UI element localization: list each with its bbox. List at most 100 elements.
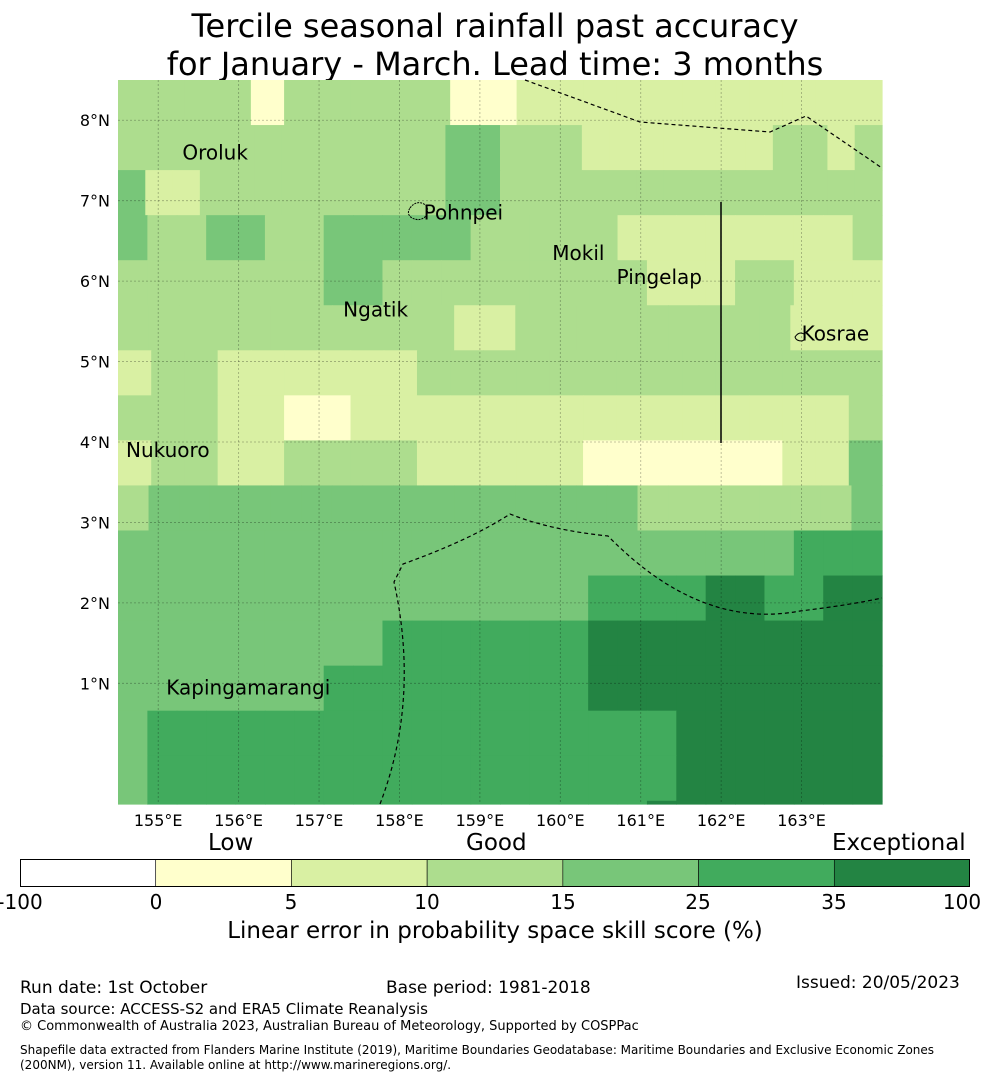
skill-cell — [852, 665, 883, 712]
skill-cell — [668, 485, 700, 532]
skill-cell — [516, 395, 551, 441]
skill-cell — [616, 350, 651, 396]
skill-cell — [382, 260, 413, 306]
skill-cell — [309, 125, 337, 171]
skill-cell — [646, 260, 677, 306]
skill-cell — [764, 755, 795, 802]
skill-cell — [718, 125, 747, 171]
skill-cell — [549, 395, 584, 441]
color-legend-bar — [20, 859, 970, 887]
lat-tick-label: 6°N — [80, 272, 110, 291]
skill-cell — [411, 530, 442, 577]
skill-cell — [616, 440, 651, 487]
skill-cell — [151, 80, 186, 126]
skill-cell — [827, 170, 856, 216]
skill-cell — [294, 710, 325, 757]
skill-cell — [441, 710, 472, 757]
legend-tick-15: 15 — [550, 890, 576, 914]
skill-cell — [606, 485, 639, 532]
skill-cell — [617, 530, 648, 577]
skill-cell — [735, 620, 766, 667]
skill-cell — [617, 620, 648, 667]
skill-cell — [411, 260, 442, 306]
skill-cell — [264, 530, 295, 577]
skill-cell — [616, 395, 651, 441]
skill-cell — [500, 530, 530, 577]
skill-cell — [176, 575, 207, 622]
skill-cell — [848, 395, 883, 441]
place-label: Pingelap — [617, 265, 702, 289]
skill-cell — [317, 80, 352, 126]
skill-cell — [705, 530, 736, 577]
skill-cell — [416, 350, 451, 396]
skill-cell — [353, 620, 384, 667]
skill-cell — [609, 125, 638, 171]
skill-cell — [617, 575, 648, 622]
skill-cell — [823, 755, 854, 802]
skill-cell — [500, 170, 528, 216]
skill-cell — [147, 665, 178, 712]
skill-cell — [851, 305, 883, 351]
skill-cell — [362, 305, 394, 351]
legend-tick-25: 25 — [685, 890, 711, 914]
skill-cell — [484, 305, 516, 351]
skill-cell — [445, 125, 474, 171]
skill-cell — [646, 755, 677, 802]
skill-cell — [500, 620, 530, 667]
skill-cell — [353, 260, 384, 306]
skill-cell — [852, 755, 883, 802]
skill-cell — [227, 125, 256, 171]
skill-cell — [764, 215, 795, 261]
skill-cell — [854, 125, 883, 171]
skill-cell — [206, 215, 237, 261]
skill-cell — [852, 620, 883, 667]
lon-tick-label: 155°E — [134, 811, 183, 830]
skill-cell — [852, 530, 883, 577]
skill-cell — [588, 665, 619, 712]
skill-cell — [441, 215, 472, 261]
skill-cell — [782, 440, 817, 487]
skill-cell — [764, 530, 795, 577]
skill-cell — [715, 80, 750, 126]
skill-cell — [179, 305, 211, 351]
skill-cell — [390, 170, 419, 216]
skill-cell — [558, 530, 589, 577]
skill-cell — [454, 305, 486, 351]
skill-cell — [823, 575, 854, 622]
skill-cell — [411, 665, 442, 712]
skill-cell — [145, 125, 174, 171]
skill-cell — [416, 395, 451, 441]
skill-cell — [793, 620, 824, 667]
legend-category-exceptional: Exceptional — [832, 830, 966, 856]
skill-cell — [411, 575, 442, 622]
skill-cell — [250, 395, 285, 441]
skill-cell — [118, 440, 152, 487]
skill-cell — [441, 755, 472, 802]
skill-cell — [588, 215, 619, 261]
lon-tick-label: 162°E — [697, 811, 746, 830]
skill-cell — [554, 170, 583, 216]
skill-cell — [583, 440, 617, 487]
legend-swatch — [20, 859, 157, 887]
skill-cell — [823, 260, 854, 306]
skill-cell — [264, 665, 295, 712]
skill-cell — [649, 395, 684, 441]
skill-cell — [382, 530, 413, 577]
legend-swatch — [698, 859, 835, 887]
skill-cell — [336, 170, 365, 216]
skill-cell — [764, 620, 795, 667]
skill-cell — [294, 260, 325, 306]
skill-cell — [317, 440, 352, 487]
skill-cell — [827, 125, 856, 171]
skill-cell — [441, 800, 472, 805]
skill-cell — [649, 350, 684, 396]
skill-cell — [793, 755, 824, 802]
legend-swatch — [426, 859, 564, 887]
skill-cell — [470, 215, 501, 261]
skill-cell — [350, 395, 385, 441]
skill-cell — [852, 710, 883, 757]
run-date: Run date: 1st October — [20, 978, 208, 998]
skill-cell — [682, 80, 717, 126]
skill-cell — [184, 440, 219, 487]
eez-boundary-north — [524, 79, 883, 169]
